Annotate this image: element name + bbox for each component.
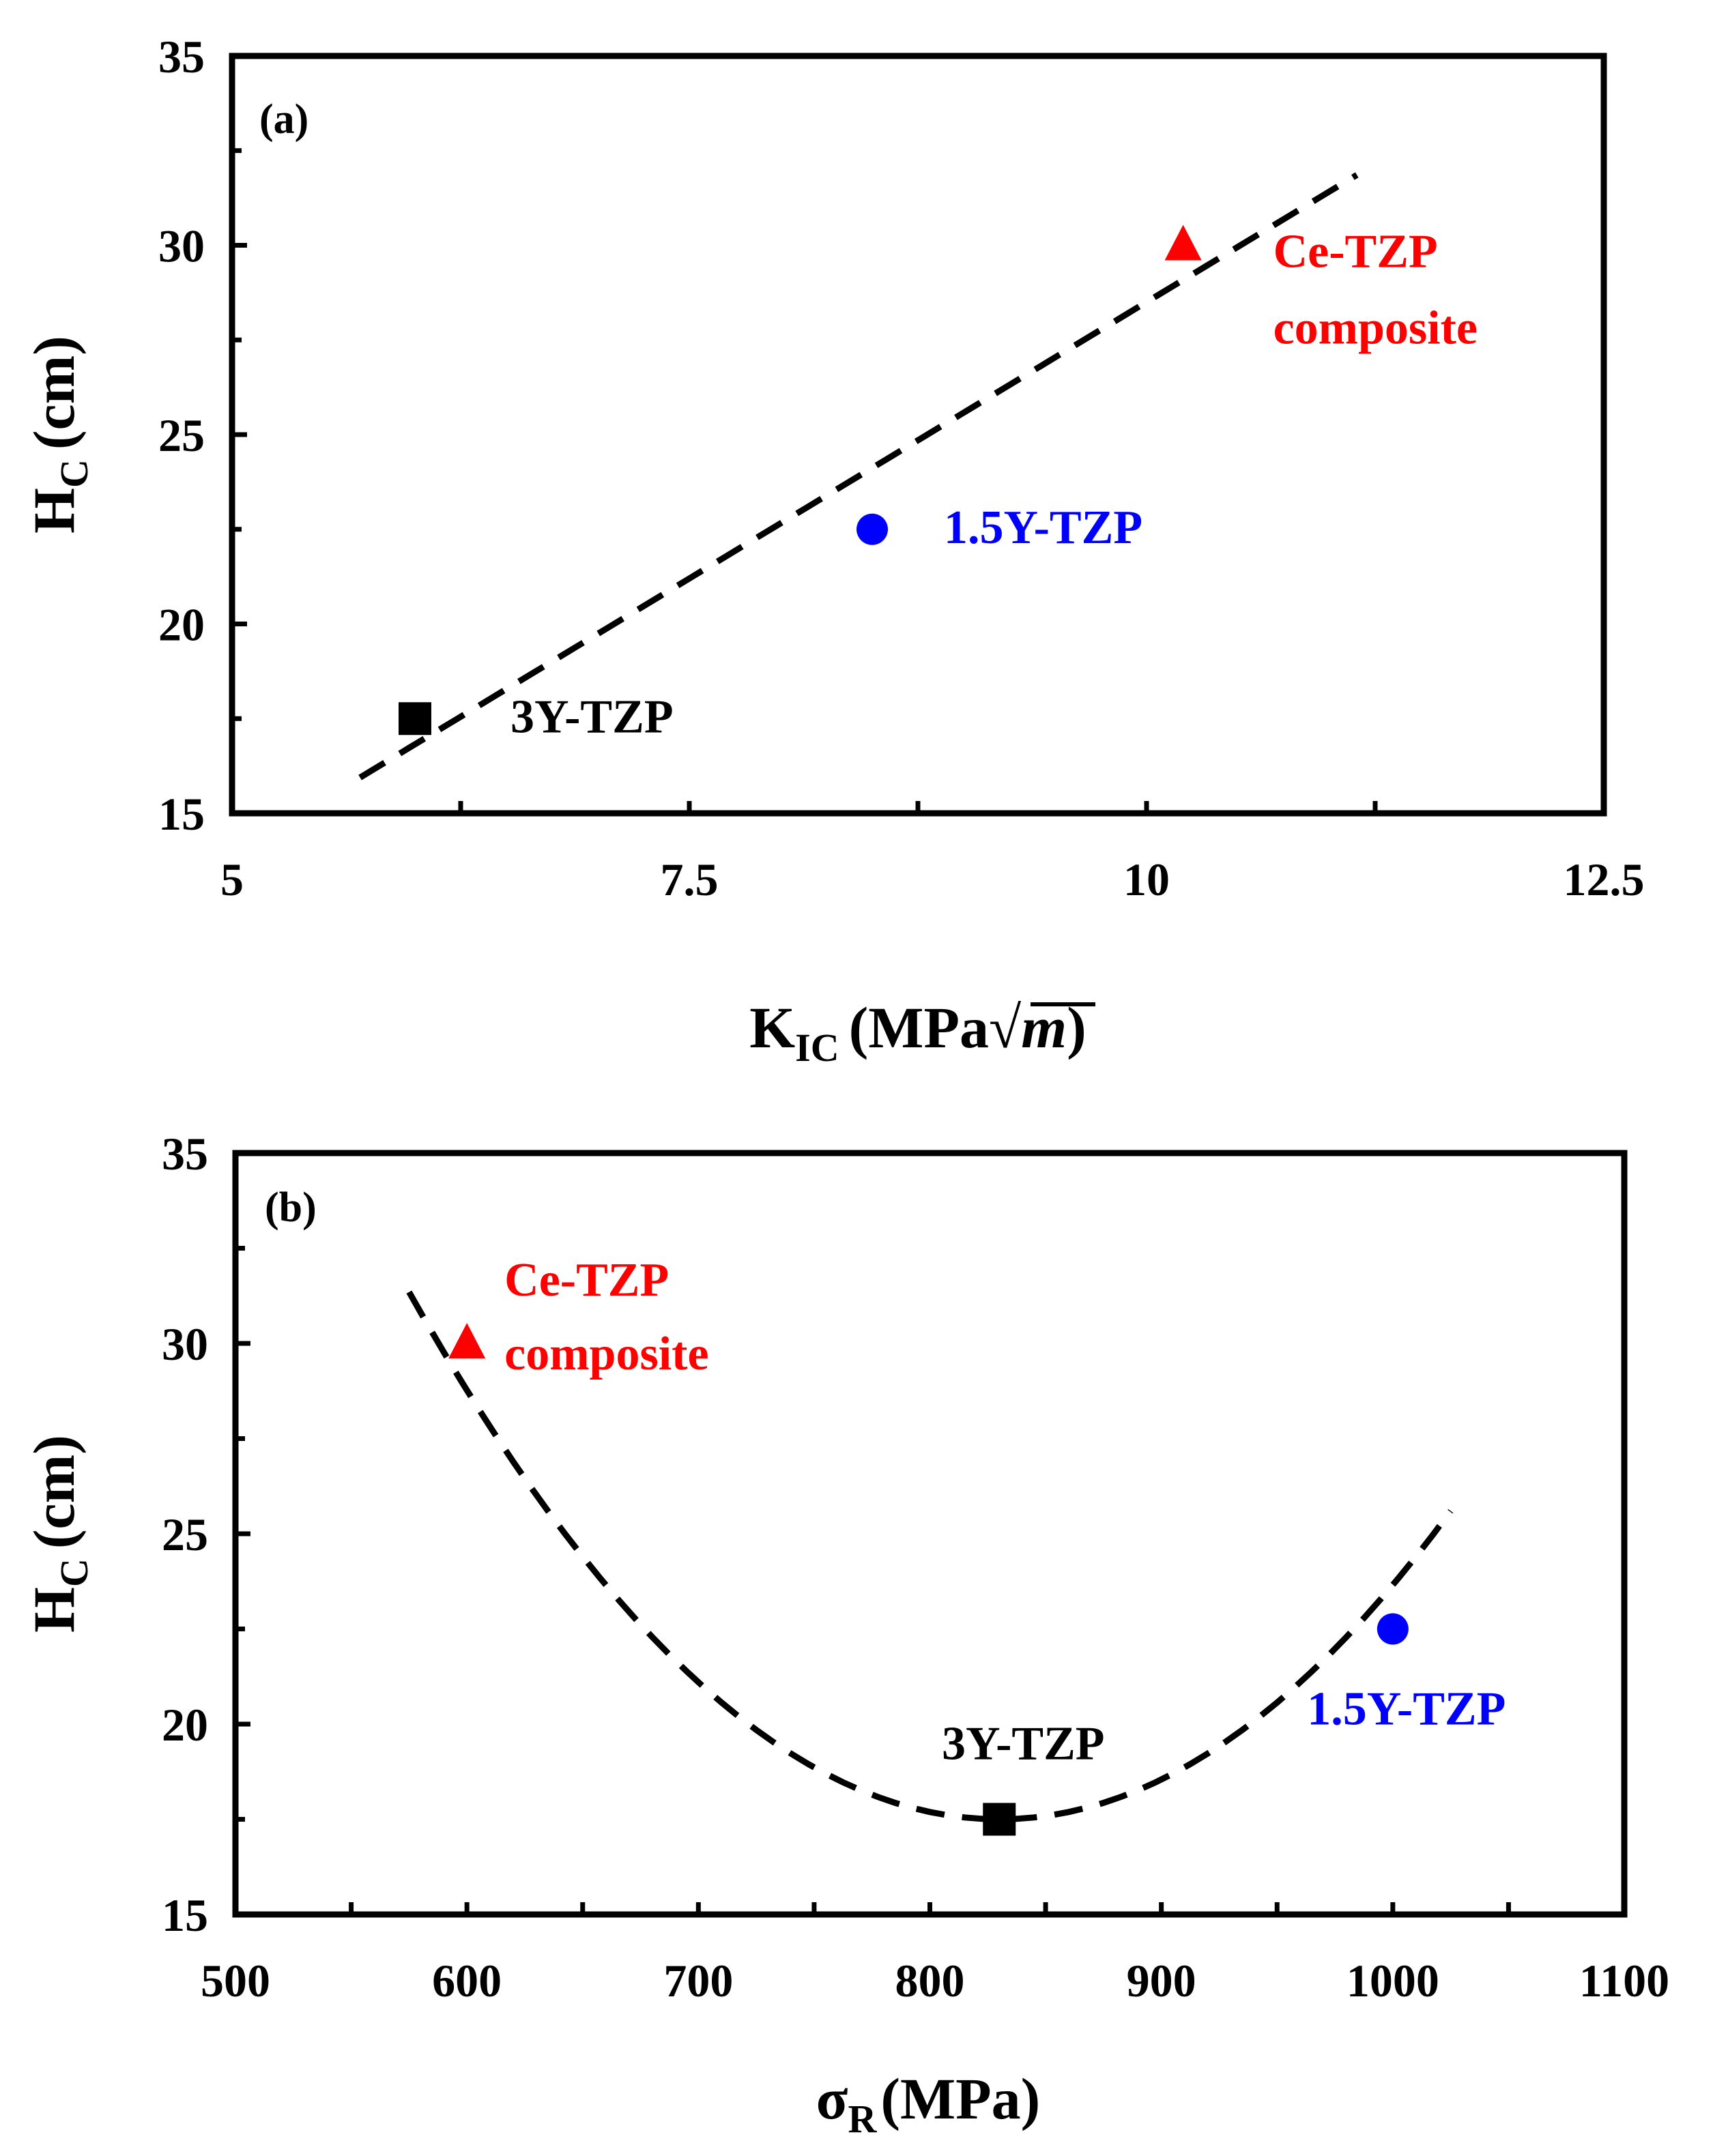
trendline-b: [406, 1290, 1454, 1823]
axis-ticks-a: 15 20 25 30 35 5 7.5 10 12.5: [158, 31, 1645, 905]
x-axis-title-a: KIC (MPa√m): [749, 995, 1086, 1070]
y-tick-label-b: 20: [162, 1699, 208, 1751]
y-tick-label-a: 25: [158, 409, 205, 461]
data-label-1-5y-tzp: 1.5Y-TZP: [944, 501, 1142, 554]
data-label-1-5y-tzp: 1.5Y-TZP: [1307, 1683, 1506, 1736]
plot-frame-a: [229, 53, 1607, 817]
data-label-ce-tzp-composite: composite: [1273, 302, 1478, 355]
x-tick-label-a: 7.5: [661, 854, 719, 905]
panel-label-a: (a): [259, 96, 308, 143]
y-tick-label-a: 20: [158, 599, 205, 651]
data-point-1-5y-tzp: [1377, 1613, 1409, 1645]
x-tick-label-b: 700: [663, 1955, 733, 2007]
x-tick-label-b: 1000: [1347, 1955, 1439, 2007]
panel-a: 15 20 25 30 35 5 7.5 10 12.5 3Y-TZP 1.5Y-TZP Ce-TZ…: [21, 31, 1645, 1070]
data-label-3y-tzp: 3Y-TZP: [942, 1718, 1105, 1771]
data-point-3y-tzp: [983, 1803, 1016, 1836]
x-tick-label-b: 900: [1127, 1955, 1196, 2007]
y-tick-label-b: 25: [162, 1509, 208, 1560]
y-tick-label-a: 35: [158, 31, 205, 83]
plot-frame-b: [232, 1150, 1628, 1918]
data-point-ce-tzp-composite: [448, 1323, 486, 1358]
data-label-3y-tzp: 3Y-TZP: [510, 690, 674, 743]
y-tick-label-b: 15: [162, 1889, 208, 1941]
trendline-a: [358, 172, 1359, 781]
y-axis-title-a: HC(cm): [21, 336, 96, 534]
y-tick-label-a: 15: [158, 788, 205, 840]
data-point-1-5y-tzp: [856, 513, 888, 545]
data-point-3y-tzp: [399, 702, 431, 735]
y-axis-title-b: HC(cm): [21, 1435, 96, 1633]
x-tick-label-b: 800: [895, 1955, 965, 2007]
axis-ticks-b: 15 20 25 30 35 500 600 700 800 900 1000 1100: [162, 1128, 1669, 2007]
x-tick-label-b: 600: [432, 1955, 502, 2007]
y-tick-label-b: 35: [162, 1128, 208, 1180]
x-tick-label-a: 5: [220, 854, 244, 905]
data-points-a: 3Y-TZP 1.5Y-TZP Ce-TZP composite: [399, 224, 1478, 743]
data-point-ce-tzp-composite: [1164, 224, 1202, 261]
x-tick-label-a: 10: [1123, 854, 1170, 905]
x-axis-title-b: σR(MPa): [816, 2066, 1041, 2141]
data-label-ce-tzp-composite: Ce-TZP: [1273, 226, 1438, 278]
x-tick-label-a: 12.5: [1564, 854, 1645, 905]
data-label-ce-tzp-composite: Ce-TZP: [504, 1254, 669, 1307]
panel-b: 15 20 25 30 35 500 600 700 800 900 1000 1100 Ce-TZP…: [21, 1128, 1669, 2141]
panel-label-b: (b): [265, 1184, 317, 1231]
y-tick-label-b: 30: [162, 1318, 208, 1370]
data-points-b: Ce-TZP composite 3Y-TZP 1.5Y-TZP: [448, 1254, 1506, 1836]
x-tick-label-b: 500: [201, 1955, 270, 2007]
y-tick-label-a: 30: [158, 220, 205, 272]
x-tick-label-b: 1100: [1579, 1955, 1669, 2007]
data-label-ce-tzp-composite: composite: [504, 1328, 708, 1380]
